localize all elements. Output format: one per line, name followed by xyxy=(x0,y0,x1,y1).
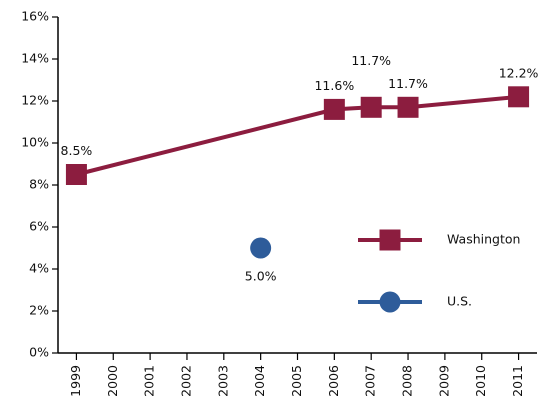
data-label: 11.6% xyxy=(314,78,354,93)
x-tick-label: 2003 xyxy=(215,365,230,397)
x-tick-label: 2007 xyxy=(363,365,378,397)
data-label: 12.2% xyxy=(499,65,539,80)
y-tick-label: 8% xyxy=(29,177,49,192)
legend-label: Washington xyxy=(447,232,520,247)
y-tick-label: 2% xyxy=(29,303,49,318)
point xyxy=(360,96,382,118)
y-tick-label: 12% xyxy=(21,93,49,108)
data-label: 8.5% xyxy=(61,143,93,158)
legend-marker xyxy=(379,229,401,251)
x-tick-label: 2001 xyxy=(142,365,157,397)
point xyxy=(65,164,87,185)
y-tick-label: 4% xyxy=(29,261,49,276)
x-tick-label: 2002 xyxy=(178,365,193,397)
x-tick-label: 2010 xyxy=(473,365,488,397)
point xyxy=(323,98,345,120)
y-tick-label: 14% xyxy=(21,51,49,66)
x-tick-label: 2000 xyxy=(105,365,120,397)
x-tick-label: 2006 xyxy=(326,365,341,397)
y-tick-label: 10% xyxy=(21,135,49,150)
point xyxy=(508,86,530,108)
series-line xyxy=(75,94,519,177)
y-tick-label: 16% xyxy=(21,9,49,24)
data-label: 11.7% xyxy=(388,76,428,91)
point xyxy=(250,237,272,259)
x-tick-label: 1999 xyxy=(68,365,83,397)
data-label: 11.7% xyxy=(351,53,391,68)
y-tick-label: 0% xyxy=(29,345,49,360)
x-tick-label: 2004 xyxy=(252,365,267,397)
y-tick-label: 6% xyxy=(29,219,49,234)
x-tick-label: 2005 xyxy=(289,365,304,397)
legend-label: U.S. xyxy=(447,294,472,309)
point xyxy=(397,96,419,118)
x-tick-label: 2009 xyxy=(436,365,451,397)
legend-marker xyxy=(379,291,401,313)
x-tick-label: 2008 xyxy=(400,365,415,397)
x-tick-label: 2011 xyxy=(510,365,525,397)
data-label: 5.0% xyxy=(245,269,277,284)
